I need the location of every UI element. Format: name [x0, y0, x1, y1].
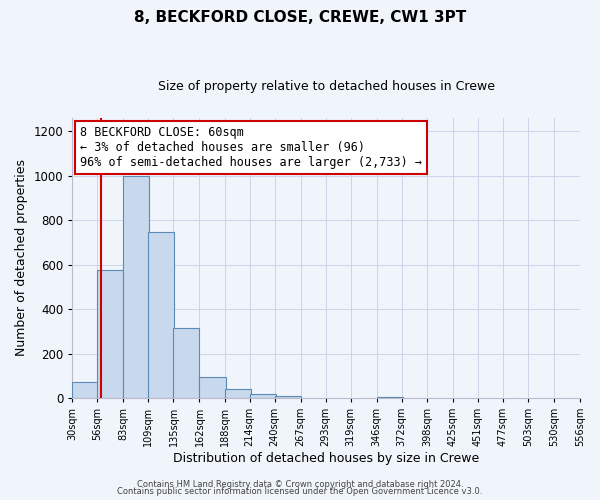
- Bar: [73, 382, 98, 398]
- Text: 8 BECKFORD CLOSE: 60sqm
← 3% of detached houses are smaller (96)
96% of semi-det: 8 BECKFORD CLOSE: 60sqm ← 3% of detached…: [80, 126, 422, 169]
- Text: Contains public sector information licensed under the Open Government Licence v3: Contains public sector information licen…: [118, 488, 482, 496]
- Bar: [124, 176, 149, 398]
- Text: 8, BECKFORD CLOSE, CREWE, CW1 3PT: 8, BECKFORD CLOSE, CREWE, CW1 3PT: [134, 10, 466, 25]
- Bar: [148, 232, 175, 398]
- Bar: [199, 377, 226, 398]
- Bar: [250, 394, 275, 398]
- Bar: [173, 328, 199, 398]
- X-axis label: Distribution of detached houses by size in Crewe: Distribution of detached houses by size …: [173, 452, 479, 465]
- Bar: [275, 396, 301, 398]
- Bar: [224, 389, 251, 398]
- Bar: [377, 397, 403, 398]
- Text: Contains HM Land Registry data © Crown copyright and database right 2024.: Contains HM Land Registry data © Crown c…: [137, 480, 463, 489]
- Title: Size of property relative to detached houses in Crewe: Size of property relative to detached ho…: [158, 80, 494, 93]
- Y-axis label: Number of detached properties: Number of detached properties: [15, 160, 28, 356]
- Bar: [97, 270, 124, 398]
